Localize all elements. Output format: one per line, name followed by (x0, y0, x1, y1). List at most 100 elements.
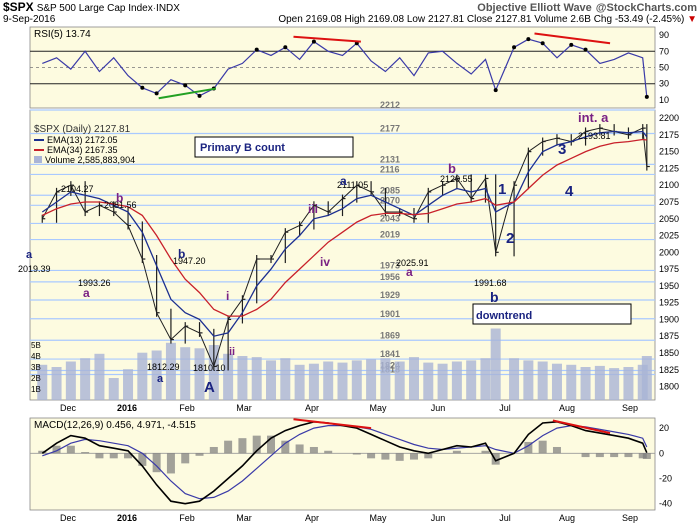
x-tick-label: Jun (431, 513, 446, 523)
rsi-overbought-point (569, 42, 574, 47)
wave-label: A (204, 379, 215, 396)
volume-bar (609, 368, 620, 400)
wave-label: iv (320, 255, 330, 269)
x-tick-label: Aug (559, 403, 575, 413)
price-annotation: 2081.56 (104, 200, 137, 210)
price-tick-label: 2150 (659, 147, 679, 157)
rsi-panel: 10 30 50 70 90 RSI(5) 13.74 (29, 26, 669, 109)
rsi-tick-label: 90 (659, 30, 669, 40)
macd-histogram-bar (224, 440, 233, 454)
x-tick-label: 2016 (117, 513, 137, 523)
volume-bar (509, 358, 520, 400)
price-tick-label: 2200 (659, 113, 679, 123)
volume-bar (641, 356, 652, 400)
rsi-oversold-point (154, 91, 159, 96)
volume-tick-label: 5B (31, 341, 41, 350)
price-annotation: 2019.39 (18, 264, 51, 274)
rsi-oversold-point (140, 85, 145, 90)
price-annotation: 1812.29 (147, 362, 180, 372)
macd-histogram-bar (109, 453, 118, 459)
macd-histogram-bar (252, 435, 261, 454)
x-tick-label: May (369, 513, 387, 523)
volume-bar (266, 360, 277, 400)
wave-label: b (448, 161, 456, 176)
fib-level-label: 2212 (380, 100, 400, 110)
rsi-overbought-point (283, 45, 288, 50)
price-annotation: 1947.20 (173, 256, 206, 266)
volume-bar (308, 363, 319, 400)
price-annotation: 2120.55 (440, 174, 473, 184)
rsi-overbought-point (254, 47, 259, 52)
x-tick-label: Mar (236, 513, 252, 523)
chart-header: $SPX S&P 500 Large Cap Index·INDX 9-Sep-2… (3, 0, 697, 25)
price-tick-label: 2050 (659, 214, 679, 224)
price-tick-label: 1925 (659, 298, 679, 308)
volume-bar (394, 361, 405, 400)
volume-bar (466, 360, 477, 400)
volume-bar (566, 364, 577, 400)
source-label: Objective Elliott Wave (477, 2, 592, 14)
macd-histogram-bar (409, 453, 418, 460)
price-tick-label: 1875 (659, 331, 679, 341)
rsi-tick-label: 30 (659, 79, 669, 89)
volume-bar (237, 356, 248, 400)
wave-label: a (157, 373, 164, 385)
macd-panel-bg (29, 417, 656, 511)
macd-tick-label: 20 (659, 423, 669, 433)
volume-bar (337, 362, 348, 400)
volume-bar (380, 358, 391, 400)
macd-line (41, 420, 648, 505)
rsi-overbought-point (526, 37, 531, 42)
svg-text:Objective Elliott Wave@StockCh: Objective Elliott Wave @StockCharts.com (477, 2, 697, 14)
volume-tick-label: 3B (31, 363, 41, 372)
volume-bar (351, 360, 362, 400)
volume-bar (537, 361, 548, 400)
volume-bar (180, 347, 191, 400)
price-tick-label: 2175 (659, 130, 679, 140)
volume-tick-label: 4B (31, 352, 41, 361)
x-tick-label: Apr (305, 403, 319, 413)
price-annotation: 1993.26 (78, 278, 111, 288)
x-tick-label: Jul (499, 403, 511, 413)
macd-histogram-bar (95, 453, 104, 459)
macd-tick-label: 0 (659, 448, 664, 458)
x-tick-label: Sep (622, 513, 638, 523)
volume-bar (523, 360, 534, 400)
macd-histogram-bar (166, 453, 175, 474)
fib-level-label: 2019 (380, 230, 400, 240)
x-tick-label: Apr (305, 513, 319, 523)
index-name: S&P 500 Large Cap Index (37, 3, 153, 14)
macd-histogram-bar (538, 440, 547, 454)
price-annotation: 2193.81 (578, 131, 611, 141)
macd-histogram-bar (66, 445, 75, 454)
fib-level-label: 1956 (380, 272, 400, 282)
symbol-label: $SPX (3, 0, 34, 14)
macd-histogram-bar (581, 453, 590, 458)
volume-bar (623, 367, 634, 400)
macd-histogram-bar (238, 438, 247, 454)
volume-bar (94, 353, 105, 400)
macd-histogram-bar (524, 441, 533, 454)
price-tick-label: 1950 (659, 281, 679, 291)
x-tick-label: Jul (499, 513, 511, 523)
wave-label: b (178, 247, 185, 261)
price-tick-label: 1800 (659, 382, 679, 392)
ema13-line (41, 130, 648, 337)
rsi-divergence-red (534, 32, 611, 45)
macd-histogram-bar (195, 453, 204, 456)
x-tick-label: May (369, 403, 387, 413)
macd-histogram-bar (624, 453, 633, 458)
rsi-overbought-point (311, 39, 316, 44)
wave-label: a (83, 286, 90, 300)
wave-label: a (406, 265, 413, 279)
volume-tick-label: 2B (31, 374, 41, 383)
rsi-oversold-point (493, 88, 498, 93)
macd-histogram-bar (124, 453, 133, 459)
x-tick-label: Feb (179, 403, 195, 413)
site-label: @StockCharts.com (596, 2, 697, 14)
macd-histogram-bar (424, 453, 433, 459)
price-annotation: 1991.68 (474, 278, 507, 288)
price-line (41, 127, 648, 368)
chart-date: 9-Sep-2016 (3, 14, 56, 25)
